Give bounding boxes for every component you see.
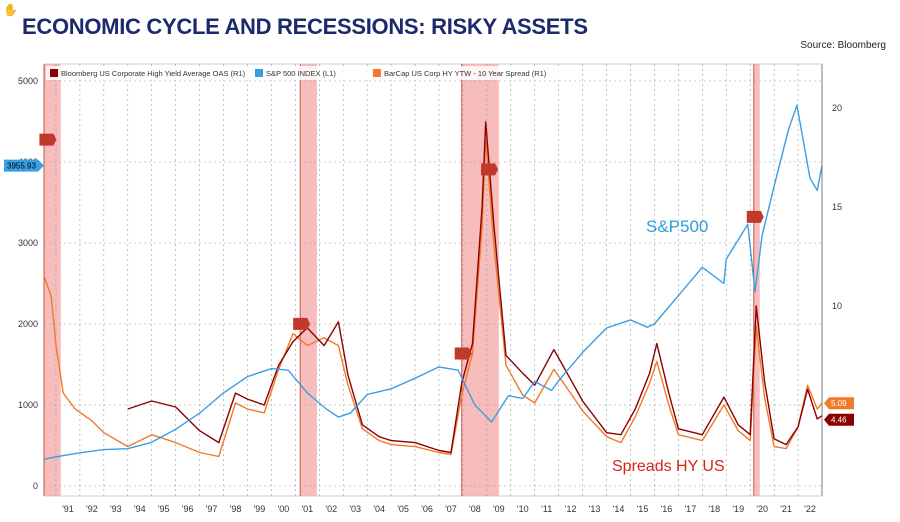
left-tick-label: 1000 xyxy=(18,400,38,410)
recession-band xyxy=(44,64,61,496)
legend-box xyxy=(46,66,566,80)
right-tick-label: 10 xyxy=(832,301,842,311)
left-tick-label: 2000 xyxy=(18,319,38,329)
x-tick-label: '94 xyxy=(134,504,146,514)
x-tick-label: '97 xyxy=(206,504,218,514)
x-tick-label: '91 xyxy=(62,504,74,514)
x-tick-label: '00 xyxy=(278,504,290,514)
right-tick-label: 15 xyxy=(832,202,842,212)
value-tag xyxy=(4,159,44,172)
x-tick-label: '04 xyxy=(373,504,385,514)
hand-icon: ✋ xyxy=(3,3,18,17)
legend-entry: BarCap US Corp HY YTW - 10 Year Spread (… xyxy=(384,69,547,78)
x-tick-label: '03 xyxy=(349,504,361,514)
legend-entry: Bloomberg US Corporate High Yield Averag… xyxy=(61,69,246,78)
recession-flag xyxy=(454,347,472,360)
x-tick-label: '02 xyxy=(325,504,337,514)
legend-swatch xyxy=(50,69,58,77)
chart: '91 '92 '93 '94 '95 '96 '97 '98 '99 '00 '01 '02 '03 '… xyxy=(4,63,854,514)
x-tick-label: '13 xyxy=(589,504,601,514)
spreads-annotation: Spreads HY US xyxy=(612,458,725,475)
left-tick-label: 5000 xyxy=(18,76,38,86)
x-tick-label: '14 xyxy=(613,504,625,514)
left-tick-label: 0 xyxy=(33,481,38,491)
x-tick-label: '99 xyxy=(254,504,266,514)
x-tick-label: '17 xyxy=(684,504,696,514)
x-tick-label: '18 xyxy=(708,504,720,514)
right-tick-label: 20 xyxy=(832,103,842,113)
series-line xyxy=(43,139,823,458)
x-tick-label: '19 xyxy=(732,504,744,514)
value-tag-label: 4.46 xyxy=(831,416,847,425)
x-tick-label: '06 xyxy=(421,504,433,514)
x-tick-label: '01 xyxy=(301,504,313,514)
x-tick-label: '08 xyxy=(469,504,481,514)
recession-flag xyxy=(293,317,311,330)
x-tick-label: '10 xyxy=(517,504,529,514)
x-tick-label: '05 xyxy=(397,504,409,514)
value-tag-label: 3955.93 xyxy=(7,162,36,171)
series-line xyxy=(43,104,823,460)
x-tick-label: '96 xyxy=(182,504,194,514)
value-tag xyxy=(824,397,854,410)
x-tick-label: '20 xyxy=(756,504,768,514)
x-tick-label: '07 xyxy=(445,504,457,514)
x-tick-label: '22 xyxy=(804,504,816,514)
legend-swatch xyxy=(373,69,381,77)
value-tag-label: 5.09 xyxy=(831,399,847,408)
x-tick-label: '11 xyxy=(541,504,552,514)
recession-flag xyxy=(39,133,57,146)
plot-area xyxy=(43,63,823,497)
x-tick-label: '21 xyxy=(780,504,792,514)
x-tick-label: '95 xyxy=(158,504,170,514)
left-tick-label: 3000 xyxy=(18,238,38,248)
x-tick-label: '16 xyxy=(661,504,673,514)
recession-band xyxy=(461,64,499,496)
recession-flag xyxy=(746,210,764,223)
recession-flag xyxy=(481,163,499,176)
series-line xyxy=(127,121,823,454)
x-tick-label: '92 xyxy=(86,504,98,514)
legend-swatch xyxy=(255,69,263,77)
legend-entry: S&P 500 INDEX (L1) xyxy=(266,69,336,78)
page-title: ECONOMIC CYCLE AND RECESSIONS: RISKY ASS… xyxy=(22,14,588,39)
value-tag xyxy=(824,413,854,426)
x-tick-label: '93 xyxy=(110,504,122,514)
sp500-annotation: S&P500 xyxy=(646,217,709,236)
x-tick-label: '98 xyxy=(230,504,242,514)
source-note: Source: Bloomberg xyxy=(800,40,886,51)
x-tick-label: '12 xyxy=(565,504,577,514)
x-tick-label: '15 xyxy=(637,504,649,514)
recession-band xyxy=(300,64,317,496)
x-tick-label: '09 xyxy=(493,504,505,514)
